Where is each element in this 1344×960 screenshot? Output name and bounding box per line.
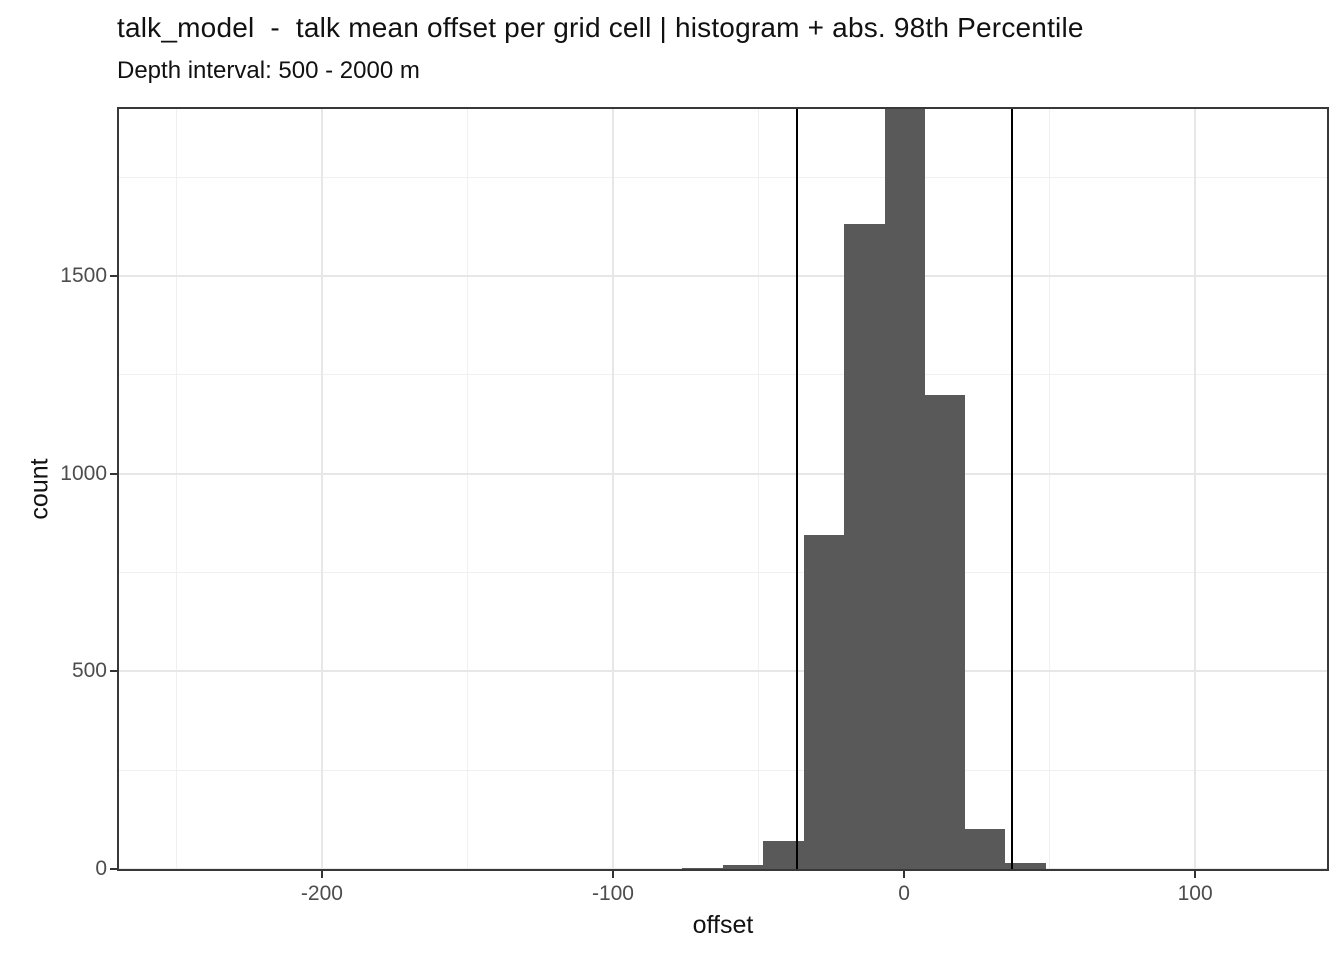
gridline-y-minor	[117, 572, 1329, 574]
chart-subtitle: Depth interval: 500 - 2000 m	[117, 57, 420, 84]
gridline-x-minor	[758, 107, 759, 871]
x-tick-mark	[611, 871, 614, 878]
x-axis-title: offset	[692, 911, 754, 939]
histogram-bar	[844, 223, 885, 870]
gridline-y-minor	[117, 176, 1329, 178]
histogram-bar	[925, 394, 965, 870]
gridline-x-major	[320, 107, 323, 871]
y-tick-label: 500	[71, 659, 107, 683]
y-tick-mark	[110, 472, 117, 475]
histogram-bar	[723, 865, 763, 869]
y-axis-title: count	[25, 458, 54, 520]
gridline-x-major	[611, 107, 614, 871]
gridline-x-minor	[466, 107, 468, 871]
histogram-bar	[1005, 863, 1046, 870]
y-tick-label: 1500	[60, 264, 107, 288]
percentile-line	[1010, 107, 1013, 871]
gridline-x-minor	[1049, 107, 1051, 871]
x-tick-mark	[320, 871, 323, 878]
y-tick-label: 0	[95, 857, 107, 881]
x-tick-label: -200	[300, 882, 343, 905]
x-tick-label: 0	[898, 882, 910, 905]
histogram-bar	[965, 829, 1005, 869]
histogram-bar	[804, 535, 844, 869]
x-tick-label: -100	[591, 882, 634, 905]
y-tick-mark	[110, 670, 117, 673]
x-tick-label: 100	[1177, 882, 1213, 905]
histogram-bar	[885, 107, 925, 870]
gridline-y-major	[117, 670, 1329, 673]
percentile-line	[796, 107, 799, 871]
x-tick-mark	[1194, 871, 1197, 878]
y-tick-mark	[110, 868, 117, 871]
y-tick-mark	[110, 275, 117, 278]
chart-title: talk_model - talk mean offset per grid c…	[117, 12, 1084, 43]
gridline-x-minor	[175, 107, 177, 871]
gridline-y-minor	[117, 769, 1329, 771]
gridline-y-major	[117, 472, 1329, 475]
gridline-y-major	[117, 275, 1329, 278]
plot-panel	[117, 107, 1329, 871]
histogram-bar	[682, 867, 723, 869]
x-tick-mark	[903, 871, 906, 878]
gridline-x-major	[1194, 107, 1197, 871]
gridline-y-minor	[117, 374, 1329, 376]
